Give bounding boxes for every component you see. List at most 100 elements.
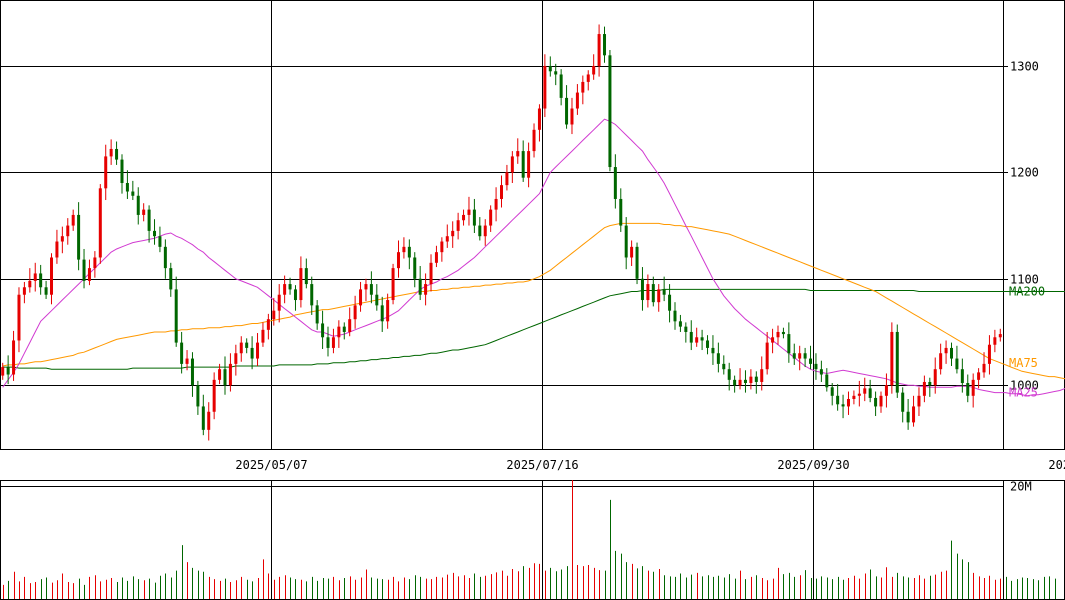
candle-body (765, 342, 769, 370)
candle-body (239, 342, 243, 354)
candle-body (256, 342, 260, 359)
candle-body (494, 198, 498, 210)
candle-body (825, 374, 829, 388)
candle-body (109, 148, 113, 157)
ma200-label: MA200 (1009, 285, 1045, 299)
candle-body (548, 65, 552, 72)
candle-body (147, 209, 151, 231)
candle-body (960, 369, 964, 384)
candle-body (906, 411, 910, 423)
candle-body (684, 326, 688, 332)
candle-body (353, 305, 357, 320)
candle-body (814, 363, 818, 370)
price-tick-label: 1000 (1010, 379, 1039, 393)
candle-body (407, 246, 411, 258)
candle-body (55, 241, 59, 258)
candle-body (624, 225, 628, 258)
candle-body (66, 225, 70, 237)
candle-body (82, 259, 86, 281)
candle-body (760, 369, 764, 382)
candle-body (223, 369, 227, 386)
candle-body (917, 395, 921, 407)
candle-body (22, 287, 26, 295)
candle-body (277, 294, 281, 311)
ma25-label: MA25 (1009, 386, 1038, 400)
candle-body (597, 34, 601, 66)
ma75-line (2, 222, 1065, 380)
candle-body (348, 319, 352, 332)
candle-body (727, 369, 731, 380)
candle-body (565, 97, 569, 125)
price-tick-label: 1100 (1010, 273, 1039, 287)
candle-body (359, 289, 363, 306)
candle-body (489, 209, 493, 226)
candle-body (342, 326, 346, 332)
candle-body (120, 159, 124, 184)
date-tick-label: 2025/07/16 (506, 458, 578, 472)
candle-body (559, 74, 563, 98)
candle-body (977, 372, 981, 380)
candle-body (987, 344, 991, 364)
candle-body (434, 252, 438, 263)
candle-body (884, 385, 888, 396)
candle-body (131, 191, 135, 196)
price-tick-label: 1300 (1010, 60, 1039, 74)
candle-body (895, 331, 899, 393)
candle-body (185, 358, 189, 364)
price-grid (0, 0, 1065, 450)
candle-body (174, 289, 178, 343)
candle-body (613, 167, 617, 199)
candle-body (819, 369, 823, 375)
candle-body (537, 108, 541, 130)
candle-body (93, 257, 97, 269)
candle-body (212, 379, 216, 412)
candle-body (949, 347, 953, 359)
candle-body (283, 284, 287, 295)
candle-body (841, 404, 845, 407)
candle-body (716, 353, 720, 364)
candlesticks (1, 24, 1002, 441)
candle-body (396, 252, 400, 269)
candle-body (315, 305, 319, 324)
candle-body (115, 148, 119, 160)
candle-body (60, 236, 64, 242)
candle-body (310, 284, 314, 306)
candle-body (218, 369, 222, 380)
candle-body (451, 230, 455, 237)
candle-body (33, 273, 37, 281)
candle-body (852, 395, 856, 399)
candle-body (787, 334, 791, 354)
candle-body (386, 300, 390, 322)
candle-body (228, 363, 232, 386)
candle-body (50, 257, 54, 295)
candle-body (375, 294, 379, 306)
candle-body (326, 337, 330, 348)
candle-body (440, 241, 444, 253)
candle-body (288, 284, 292, 290)
ma-labels: MA200 MA75 MA25 (1009, 285, 1045, 400)
candle-body (809, 358, 813, 364)
candle-body (521, 151, 525, 178)
candle-body (657, 289, 661, 303)
candle-body (429, 262, 433, 285)
candle-body (261, 329, 265, 343)
candle-body (982, 363, 986, 373)
candle-body (98, 188, 102, 258)
candle-body (337, 326, 341, 338)
candle-body (467, 209, 471, 215)
candle-body (44, 287, 48, 295)
candle-body (500, 185, 503, 199)
candle-body (28, 280, 32, 288)
candle-body (749, 376, 753, 384)
candle-body (803, 353, 807, 359)
candle-body (971, 379, 975, 396)
candle-body (619, 198, 623, 226)
candle-body (830, 387, 834, 396)
candle-body (250, 347, 254, 359)
price-tick-label: 1200 (1010, 166, 1039, 180)
candle-body (245, 342, 249, 348)
candle-body (771, 337, 775, 343)
candle-body (901, 392, 905, 412)
candle-body (12, 340, 16, 375)
candle-body (695, 337, 699, 343)
